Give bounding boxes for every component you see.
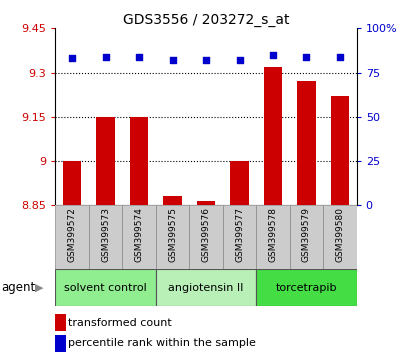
Point xyxy=(102,54,109,59)
Bar xyxy=(297,81,315,205)
Point xyxy=(302,54,309,59)
Point xyxy=(202,57,209,63)
Bar xyxy=(330,96,348,205)
Text: GSM399572: GSM399572 xyxy=(67,207,76,262)
Text: GSM399579: GSM399579 xyxy=(301,207,310,262)
Text: GSM399575: GSM399575 xyxy=(168,207,177,262)
Text: GSM399578: GSM399578 xyxy=(268,207,277,262)
Text: torcetrapib: torcetrapib xyxy=(275,282,336,293)
Bar xyxy=(55,314,66,331)
Bar xyxy=(55,335,66,352)
Bar xyxy=(256,269,356,306)
Text: solvent control: solvent control xyxy=(64,282,146,293)
Bar xyxy=(155,205,189,269)
Text: GSM399577: GSM399577 xyxy=(234,207,243,262)
Bar xyxy=(263,67,281,205)
Point xyxy=(69,56,75,61)
Bar xyxy=(89,205,122,269)
Bar xyxy=(55,205,89,269)
Bar xyxy=(289,205,322,269)
Bar xyxy=(163,196,181,205)
Point xyxy=(269,52,276,58)
Point xyxy=(236,57,242,63)
Bar xyxy=(322,205,356,269)
Text: agent: agent xyxy=(1,281,35,294)
Bar xyxy=(230,161,248,205)
Bar xyxy=(189,205,222,269)
Point xyxy=(336,54,342,59)
Text: GSM399580: GSM399580 xyxy=(335,207,344,262)
Text: GSM399573: GSM399573 xyxy=(101,207,110,262)
Title: GDS3556 / 203272_s_at: GDS3556 / 203272_s_at xyxy=(122,13,289,27)
Bar xyxy=(196,201,215,205)
Text: angiotensin II: angiotensin II xyxy=(168,282,243,293)
Text: transformed count: transformed count xyxy=(68,318,171,327)
Bar xyxy=(63,161,81,205)
Point xyxy=(169,57,175,63)
Point xyxy=(135,54,142,59)
Text: ▶: ▶ xyxy=(35,282,43,293)
Bar xyxy=(222,205,256,269)
Text: percentile rank within the sample: percentile rank within the sample xyxy=(68,338,255,348)
Bar xyxy=(55,269,155,306)
Text: GSM399576: GSM399576 xyxy=(201,207,210,262)
Bar xyxy=(155,269,256,306)
Text: GSM399574: GSM399574 xyxy=(134,207,143,262)
Bar xyxy=(256,205,289,269)
Bar xyxy=(122,205,155,269)
Bar xyxy=(96,117,115,205)
Bar xyxy=(130,117,148,205)
